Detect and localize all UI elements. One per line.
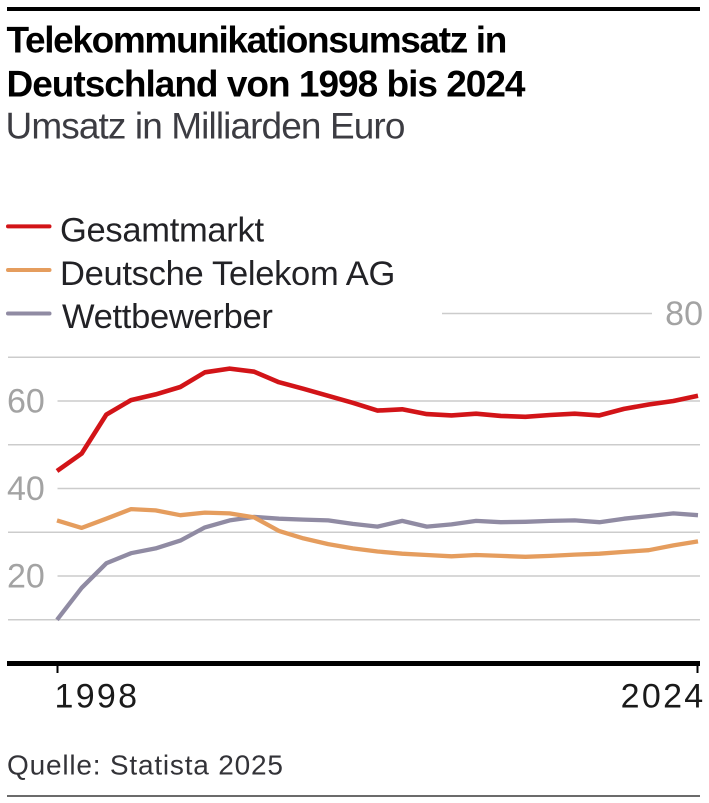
svg-text:Gesamtmarkt: Gesamtmarkt bbox=[60, 212, 264, 250]
svg-text:Deutsche Telekom AG: Deutsche Telekom AG bbox=[60, 255, 395, 293]
svg-text:Wettbewerber: Wettbewerber bbox=[62, 298, 273, 336]
svg-text:2024: 2024 bbox=[621, 678, 706, 716]
svg-text:Deutschland von 1998 bis 2024: Deutschland von 1998 bis 2024 bbox=[7, 64, 526, 105]
svg-text:Quelle: Statista 2025: Quelle: Statista 2025 bbox=[7, 750, 284, 781]
svg-text:Umsatz in Milliarden Euro: Umsatz in Milliarden Euro bbox=[6, 106, 405, 147]
svg-text:60: 60 bbox=[7, 383, 45, 421]
svg-text:Telekommunikationsumsatz in: Telekommunikationsumsatz in bbox=[7, 20, 506, 61]
svg-text:20: 20 bbox=[7, 558, 45, 596]
svg-text:1998: 1998 bbox=[55, 678, 140, 716]
svg-text:80: 80 bbox=[665, 295, 703, 333]
svg-text:40: 40 bbox=[7, 470, 45, 508]
